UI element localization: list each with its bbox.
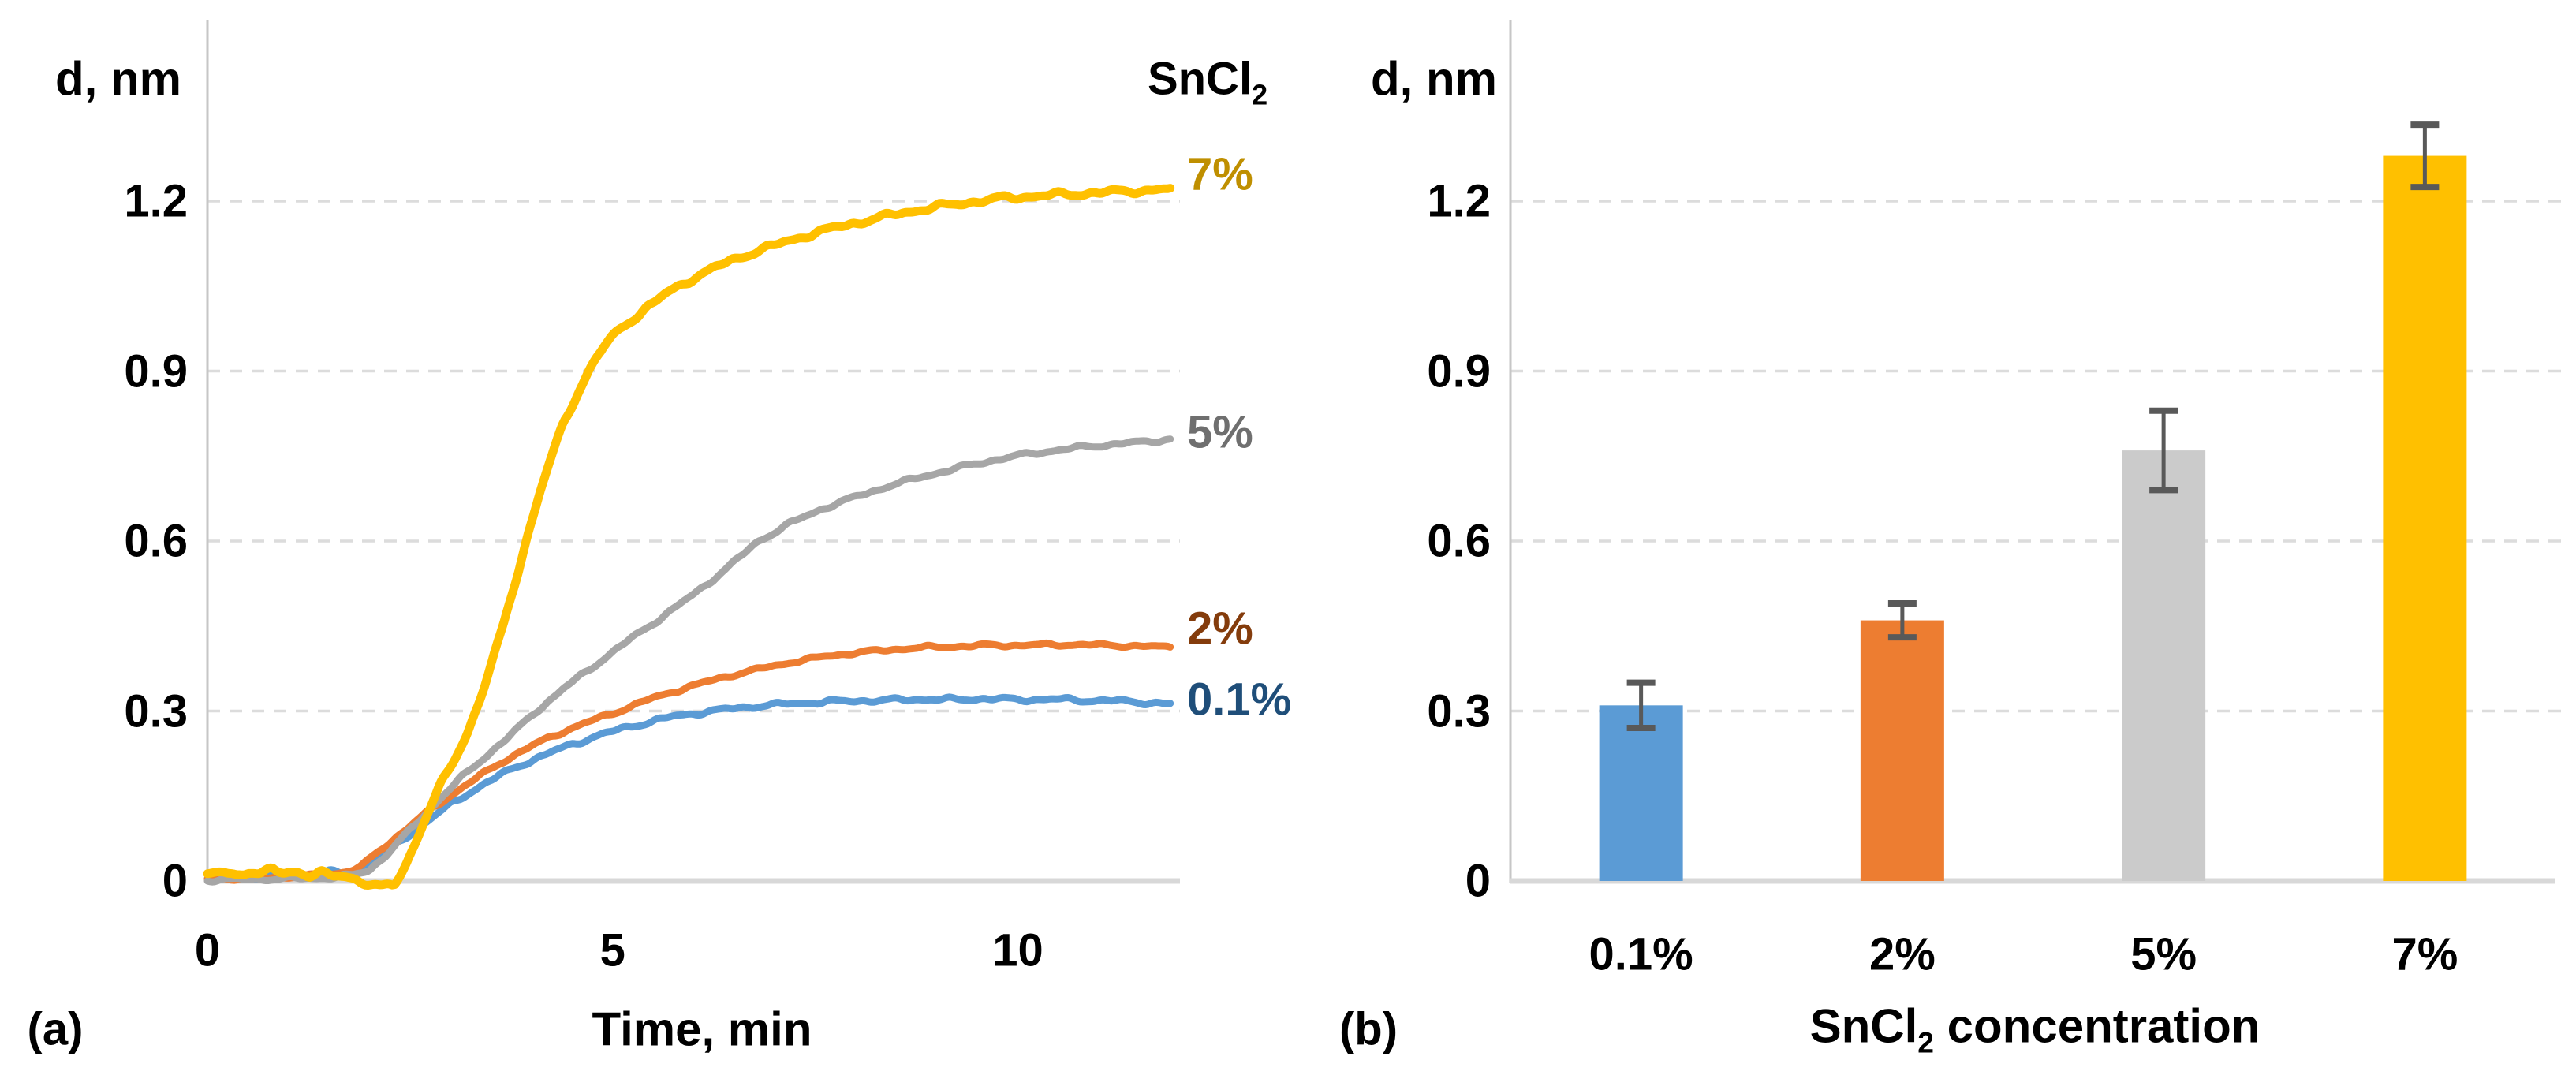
panel-b-ytick-0.6: 0.6 (1427, 515, 1491, 567)
panel-a-xlabel: Time, min (592, 1002, 812, 1056)
curve-5% (203, 435, 1174, 886)
panel-b-ylabel: d, nm (1371, 52, 1497, 106)
panel-b-category-2%: 2% (1869, 928, 1936, 980)
error-bar-7% (2410, 121, 2440, 191)
series-label-5%: 5% (1187, 406, 1253, 458)
panel-b-category-0.1%: 0.1% (1589, 928, 1693, 980)
legend-title: SnCl2 (1148, 53, 1267, 112)
panel-b-category-7%: 7% (2391, 928, 2458, 980)
panel-a-ytick-1.2: 1.2 (124, 175, 188, 227)
panel-b-category-5%: 5% (2130, 928, 2197, 980)
panel-b-graphics (1509, 20, 2567, 884)
error-bar-2% (1887, 600, 1917, 641)
bar-7% (2383, 155, 2467, 882)
panel-a-xtick-10: 10 (992, 924, 1043, 976)
error-bar-5% (2149, 407, 2178, 494)
panel-b-ytick-1.2: 1.2 (1427, 175, 1491, 227)
legend-title-subscript: 2 (1252, 78, 1268, 111)
bar-2% (1860, 620, 1944, 881)
panel-a-xtick-5: 5 (599, 924, 625, 976)
bar-5% (2122, 450, 2206, 881)
panel-b-ytick-0: 0 (1465, 855, 1491, 907)
panel-b-tag: (b) (1338, 1003, 1398, 1055)
panel-b-xlabel: SnCl2 concentration (1810, 999, 2261, 1060)
series-label-0.1%: 0.1% (1187, 674, 1292, 726)
panel-a-xtick-0: 0 (194, 924, 221, 976)
series-label-2%: 2% (1187, 603, 1253, 655)
bar-0.1% (1599, 705, 1683, 881)
panel-b-ytick-0.3: 0.3 (1427, 685, 1491, 737)
legend-title-text: SnCl (1147, 53, 1253, 105)
panel-b-xlabel-subscript: 2 (1917, 1025, 1934, 1059)
error-bar-0.1% (1626, 679, 1656, 732)
panel-a-ytick-0.9: 0.9 (124, 345, 188, 398)
curve-0.1% (203, 693, 1174, 883)
panel-a-tag: (a) (27, 1003, 84, 1055)
panel-a-ytick-0: 0 (162, 855, 188, 907)
panel-a-graphics (203, 20, 1180, 890)
panel-a-ytick-0.6: 0.6 (124, 515, 188, 567)
panel-a-ytick-0.3: 0.3 (124, 685, 188, 737)
curve-7% (203, 184, 1175, 890)
series-label-7%: 7% (1187, 148, 1253, 200)
panel-b-xlabel-rest: concentration (1933, 999, 2261, 1053)
panel-b-xlabel-text: SnCl (1809, 999, 1918, 1053)
panel-a-ylabel: d, nm (55, 52, 181, 106)
panel-b-ytick-0.9: 0.9 (1427, 345, 1491, 398)
curve-2% (203, 639, 1174, 884)
